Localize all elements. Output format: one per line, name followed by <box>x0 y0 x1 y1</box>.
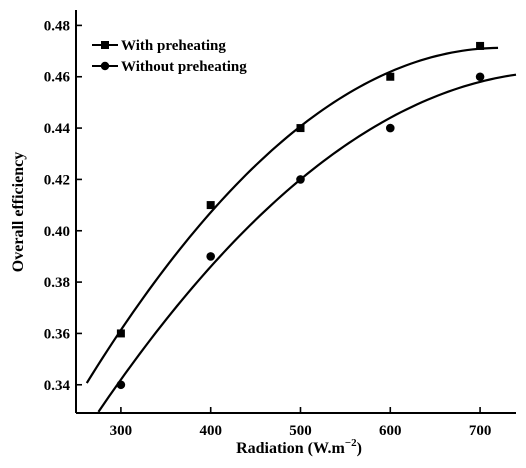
y-axis-title: Overall efficiency <box>10 152 27 272</box>
legend-marker-circle <box>100 61 110 71</box>
fit-line-series-1 <box>97 73 517 413</box>
point-without-preheating-700 <box>475 72 485 82</box>
x-axis-title-superscript: −2 <box>345 437 357 449</box>
y-tick-label-0.34: 0.34 <box>44 378 71 394</box>
y-tick-label-0.40: 0.40 <box>44 224 70 240</box>
ticks-layer: 300 400 500 600 700 0.34 0.36 0.38 0.40 0.42 0.44 0… <box>44 18 492 439</box>
fit-line-series-0 <box>85 46 499 384</box>
point-with-preheating-700 <box>476 41 485 50</box>
legend-marker-square <box>101 41 109 49</box>
points-layer <box>116 41 485 390</box>
legend: With preheating Without preheating <box>92 38 247 75</box>
x-axis-title-close: ) <box>357 440 362 457</box>
x-tick-label-300: 300 <box>110 423 133 439</box>
legend-item-without-preheating: Without preheating <box>92 59 247 75</box>
y-tick-label-0.48: 0.48 <box>44 18 70 34</box>
x-tick-label-700: 700 <box>469 423 492 439</box>
y-tick-label-0.36: 0.36 <box>44 326 71 342</box>
y-tick-label-0.42: 0.42 <box>44 172 70 188</box>
y-tick-label-0.44: 0.44 <box>44 121 71 137</box>
legend-label-with-preheating: With preheating <box>121 38 226 54</box>
point-without-preheating-500 <box>296 175 305 184</box>
point-without-preheating-600 <box>385 123 395 133</box>
legend-item-with-preheating: With preheating <box>92 38 226 54</box>
point-with-preheating-500 <box>296 124 305 133</box>
fit-lines-layer <box>85 46 517 413</box>
point-without-preheating-400 <box>206 252 215 261</box>
point-with-preheating-400 <box>206 201 215 210</box>
y-tick-label-0.38: 0.38 <box>44 275 70 291</box>
point-with-preheating-600 <box>386 72 395 81</box>
x-tick-label-600: 600 <box>379 423 402 439</box>
x-tick-label-500: 500 <box>289 423 312 439</box>
point-without-preheating-300 <box>116 380 126 390</box>
y-tick-label-0.46: 0.46 <box>44 70 71 86</box>
x-axis-title: Radiation (W.m−2) <box>236 437 362 457</box>
x-axis-title-main: Radiation (W.m <box>236 440 345 457</box>
legend-label-without-preheating: Without preheating <box>121 59 247 75</box>
point-with-preheating-300 <box>116 329 125 338</box>
x-tick-label-400: 400 <box>199 423 222 439</box>
